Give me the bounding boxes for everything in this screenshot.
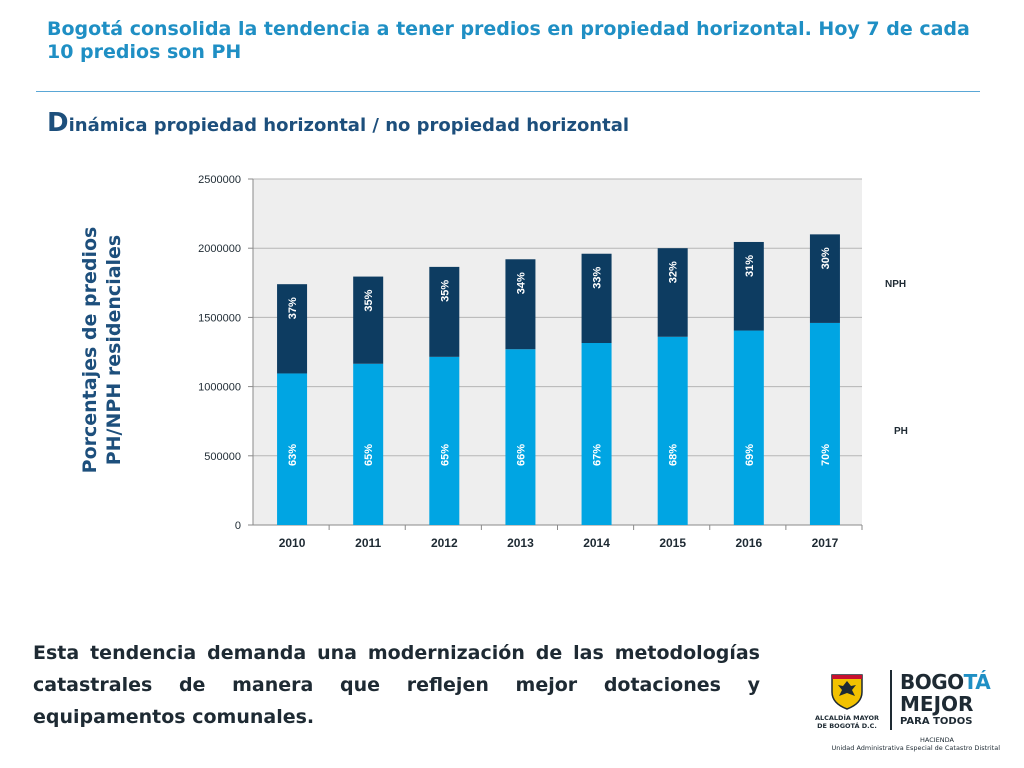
bar-nph bbox=[429, 266, 460, 357]
y-tick-label: 2000000 bbox=[198, 243, 241, 255]
bar-ph bbox=[657, 336, 688, 525]
y-tick-label: 1500000 bbox=[198, 312, 241, 324]
subtitle-initial: D bbox=[47, 108, 69, 138]
x-tick-label: 2017 bbox=[812, 536, 839, 550]
bar-ph bbox=[353, 363, 384, 525]
data-label-ph: 67% bbox=[592, 444, 604, 466]
data-label-nph: 32% bbox=[668, 261, 680, 283]
x-tick-label: 2011 bbox=[355, 536, 381, 550]
legend-ph-label: PH bbox=[894, 426, 908, 437]
para-todos-wordmark: PARA TODOS bbox=[900, 716, 973, 727]
y-tick-label: 0 bbox=[235, 520, 241, 532]
slide-title: Bogotá consolida la tendencia a tener pr… bbox=[47, 18, 970, 63]
y-tick-label: 2500000 bbox=[198, 174, 241, 186]
bar-ph bbox=[581, 343, 612, 525]
x-tick-label: 2016 bbox=[735, 536, 762, 550]
chart-subtitle: Dinámica propiedad horizontal / no propi… bbox=[47, 108, 629, 138]
data-label-ph: 63% bbox=[287, 444, 299, 466]
coat-of-arms-icon bbox=[831, 674, 863, 710]
bar-nph bbox=[581, 253, 612, 344]
x-tick-label: 2015 bbox=[659, 536, 686, 550]
y-tick-label: 1000000 bbox=[198, 382, 241, 394]
institution-logo: ALCALDÍA MAYOR DE BOGOTÁ D.C. BOGOTÁ MEJ… bbox=[810, 664, 1000, 756]
conclusion-text: Esta tendencia demanda una modernización… bbox=[33, 642, 760, 728]
bar-nph bbox=[733, 241, 764, 331]
data-label-ph: 66% bbox=[515, 444, 527, 466]
plot-area bbox=[253, 179, 862, 525]
alcaldia-line1: ALCALDÍA MAYOR bbox=[814, 714, 880, 722]
mejor-wordmark: MEJOR bbox=[900, 692, 974, 716]
logo-divider bbox=[890, 670, 892, 730]
data-label-nph: 34% bbox=[515, 272, 527, 294]
data-label-nph: 35% bbox=[363, 289, 375, 311]
hacienda-label: HACIENDA bbox=[920, 736, 954, 744]
y-tick-label: 500000 bbox=[204, 451, 241, 463]
data-label-ph: 65% bbox=[439, 444, 451, 466]
data-label-nph: 37% bbox=[287, 297, 299, 319]
data-label-ph: 65% bbox=[363, 444, 375, 466]
data-label-ph: 70% bbox=[820, 444, 832, 466]
bar-nph bbox=[353, 276, 384, 364]
data-label-nph: 30% bbox=[820, 247, 832, 269]
alcaldia-text: ALCALDÍA MAYOR DE BOGOTÁ D.C. bbox=[810, 714, 884, 730]
bar-ph bbox=[733, 330, 764, 525]
data-label-ph: 69% bbox=[744, 444, 756, 466]
bar-nph bbox=[657, 248, 688, 337]
catastro-label: Unidad Administrativa Especial de Catast… bbox=[831, 744, 1000, 752]
title-divider bbox=[36, 91, 980, 92]
data-label-nph: 33% bbox=[592, 267, 604, 289]
bogota-part1: BOGO bbox=[900, 670, 964, 694]
bar-ph bbox=[277, 373, 308, 525]
bar-ph bbox=[809, 322, 840, 525]
bogota-wordmark: BOGOTÁ bbox=[900, 670, 991, 694]
bar-ph bbox=[429, 356, 460, 525]
x-tick-label: 2013 bbox=[507, 536, 534, 550]
x-tick-label: 2010 bbox=[279, 536, 306, 550]
bar-nph bbox=[809, 234, 840, 323]
bar-ph bbox=[505, 349, 536, 525]
bar-nph bbox=[277, 284, 308, 374]
x-tick-label: 2012 bbox=[431, 536, 458, 550]
data-label-ph: 68% bbox=[668, 444, 680, 466]
alcaldia-line2: DE BOGOTÁ D.C. bbox=[817, 722, 877, 730]
x-tick-label: 2014 bbox=[583, 536, 610, 550]
bogota-part2: TÁ bbox=[963, 670, 991, 694]
bar-nph bbox=[505, 259, 536, 350]
data-label-nph: 35% bbox=[439, 280, 451, 302]
data-label-nph: 31% bbox=[744, 255, 756, 277]
legend-nph-label: NPH bbox=[885, 279, 906, 290]
subtitle-rest: inámica propiedad horizontal / no propie… bbox=[68, 115, 630, 136]
